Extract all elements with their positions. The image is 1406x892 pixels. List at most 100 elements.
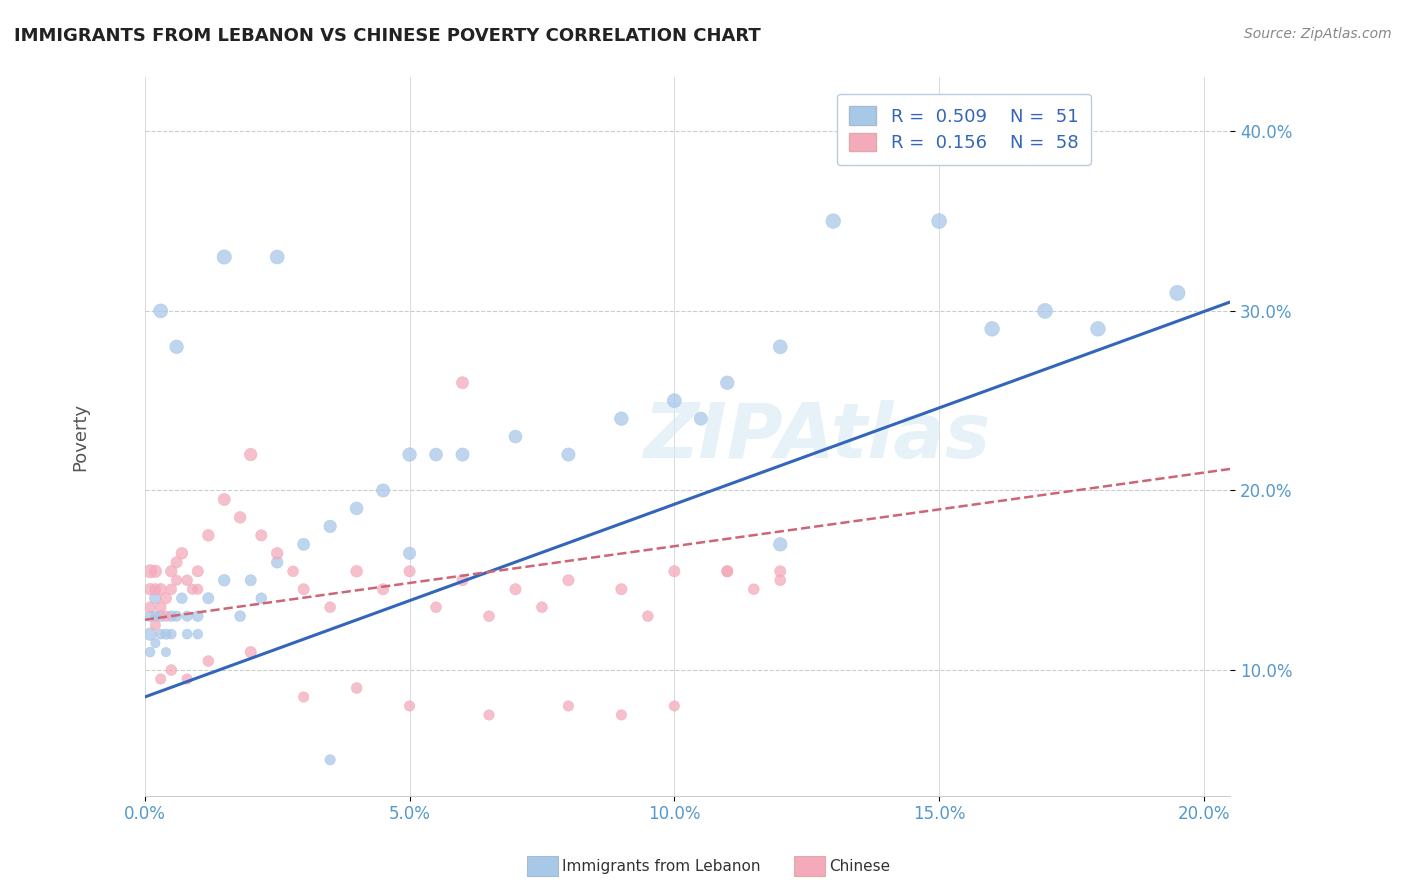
Point xyxy=(166,555,188,569)
Point xyxy=(769,340,792,354)
Point xyxy=(346,501,368,516)
Point xyxy=(478,708,501,723)
Point xyxy=(155,591,177,606)
Point xyxy=(145,564,167,578)
Point xyxy=(145,618,167,632)
Point xyxy=(160,582,183,597)
Point xyxy=(610,708,633,723)
Point xyxy=(371,483,394,498)
Point xyxy=(610,411,633,425)
Point xyxy=(769,564,792,578)
Point xyxy=(149,609,172,624)
Point xyxy=(155,627,177,641)
Point xyxy=(187,582,209,597)
Point xyxy=(557,574,579,588)
Point xyxy=(610,582,633,597)
Point xyxy=(505,582,527,597)
Point xyxy=(530,600,553,615)
Point xyxy=(398,698,420,713)
Point xyxy=(981,322,1004,336)
Point xyxy=(212,492,235,507)
Point xyxy=(149,600,172,615)
Point xyxy=(557,698,579,713)
Point xyxy=(281,564,304,578)
Point xyxy=(145,582,167,597)
Point xyxy=(250,591,273,606)
Point xyxy=(181,582,204,597)
Point xyxy=(664,393,686,408)
Point xyxy=(139,564,162,578)
Point xyxy=(266,555,288,569)
Point xyxy=(229,609,252,624)
Point xyxy=(197,528,219,542)
Point xyxy=(139,600,162,615)
Point xyxy=(478,609,501,624)
Point xyxy=(145,609,167,624)
Point xyxy=(166,574,188,588)
Point xyxy=(769,537,792,551)
Point xyxy=(149,627,172,641)
Point xyxy=(371,582,394,597)
Point xyxy=(1087,322,1109,336)
Point xyxy=(451,448,474,462)
Point xyxy=(239,645,262,659)
Point xyxy=(187,609,209,624)
Point xyxy=(176,609,198,624)
Point xyxy=(689,411,711,425)
Point xyxy=(187,627,209,641)
Point xyxy=(928,214,950,228)
Point xyxy=(139,645,162,659)
Point xyxy=(398,448,420,462)
Point xyxy=(149,582,172,597)
Point xyxy=(319,753,342,767)
Point xyxy=(229,510,252,524)
Point xyxy=(319,600,342,615)
Text: Immigrants from Lebanon: Immigrants from Lebanon xyxy=(562,859,761,873)
Point xyxy=(155,645,177,659)
Point xyxy=(187,564,209,578)
Point xyxy=(716,564,738,578)
Point xyxy=(166,340,188,354)
Point xyxy=(664,564,686,578)
Point xyxy=(292,690,315,704)
Point xyxy=(250,528,273,542)
Text: ZIPAtlas: ZIPAtlas xyxy=(644,400,991,474)
Point xyxy=(769,574,792,588)
Point xyxy=(398,564,420,578)
Point xyxy=(160,609,183,624)
Point xyxy=(637,609,659,624)
Point xyxy=(176,574,198,588)
Point xyxy=(716,564,738,578)
Point xyxy=(398,546,420,560)
Point xyxy=(239,448,262,462)
Point xyxy=(1033,304,1056,318)
Point xyxy=(451,376,474,390)
Point xyxy=(139,609,162,624)
Point xyxy=(170,546,193,560)
Point xyxy=(160,663,183,677)
Point xyxy=(319,519,342,533)
Point xyxy=(212,250,235,264)
Point xyxy=(166,609,188,624)
Text: Source: ZipAtlas.com: Source: ZipAtlas.com xyxy=(1244,27,1392,41)
Point xyxy=(197,591,219,606)
Point xyxy=(149,672,172,686)
Point xyxy=(716,376,738,390)
Point xyxy=(266,250,288,264)
Point xyxy=(266,546,288,560)
Point xyxy=(292,537,315,551)
Point xyxy=(160,564,183,578)
Point xyxy=(346,564,368,578)
Point xyxy=(557,448,579,462)
Point xyxy=(145,636,167,650)
Point xyxy=(139,627,162,641)
Text: Chinese: Chinese xyxy=(830,859,890,873)
Point xyxy=(664,698,686,713)
Point xyxy=(239,574,262,588)
Point xyxy=(1166,285,1188,300)
Point xyxy=(145,591,167,606)
Point xyxy=(451,574,474,588)
Point xyxy=(149,304,172,318)
Point xyxy=(176,627,198,641)
Point xyxy=(197,654,219,668)
